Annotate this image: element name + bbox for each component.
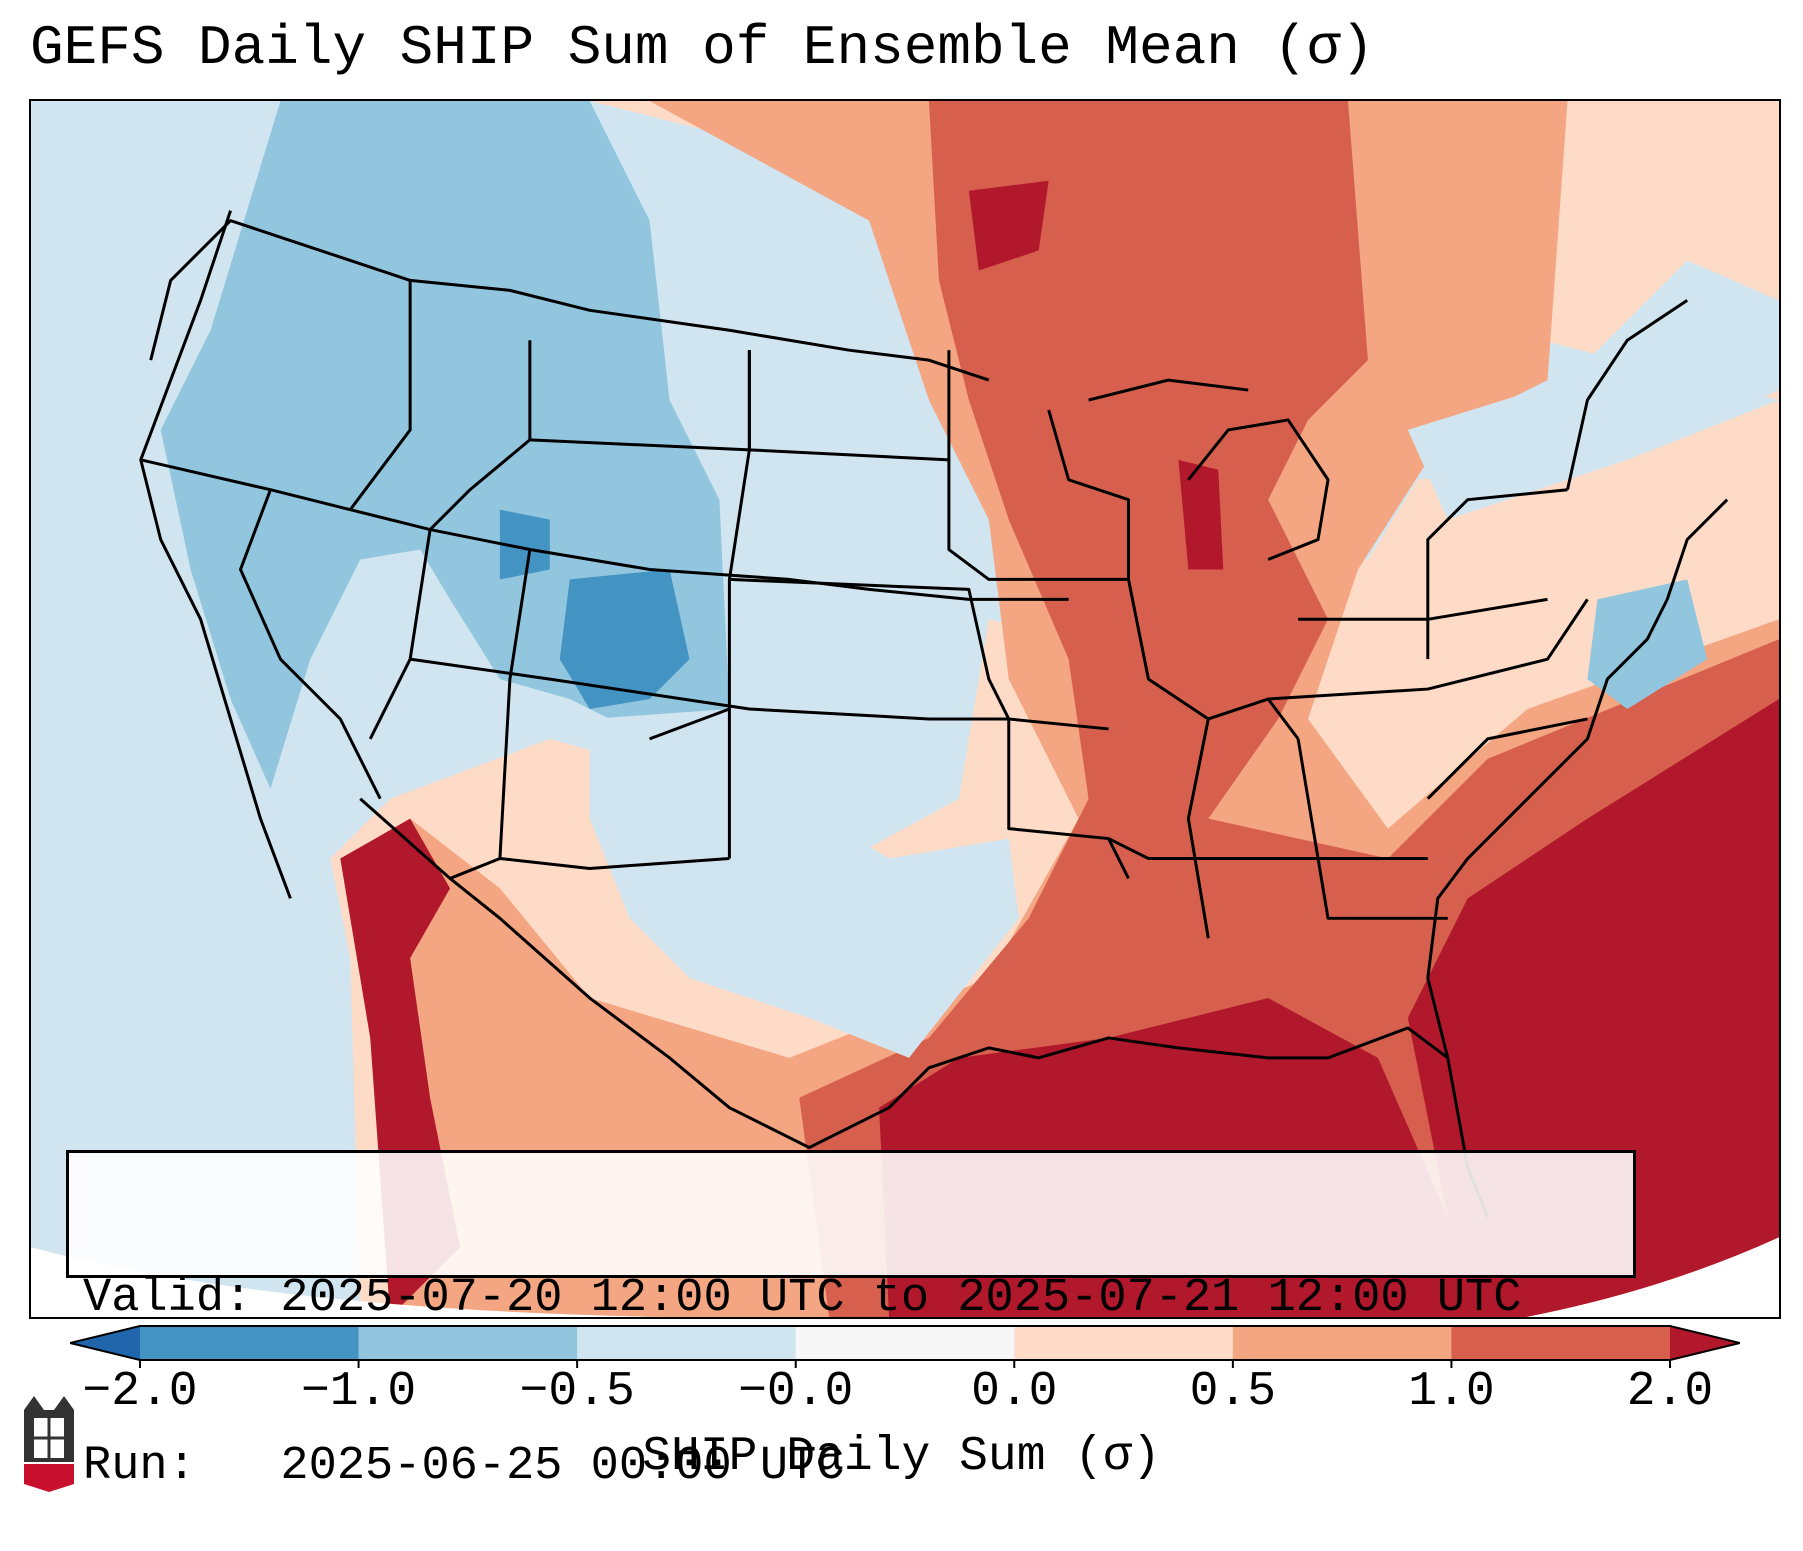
anomaly-region-cool-colorado (559, 569, 690, 709)
colorbar-tick-label: −2.0 (82, 1365, 198, 1419)
colorbar-tick-label: −0.5 (519, 1365, 635, 1419)
colorbar-tick-label: 0.5 (1189, 1365, 1277, 1419)
anomaly-region-cool-atlantic (1587, 579, 1708, 709)
colorbar-tick-label: −0.0 (738, 1365, 854, 1419)
colorbar-bin (1014, 1326, 1234, 1360)
anomaly-region-extreme-north (968, 180, 1049, 271)
colorbar-bin (140, 1326, 360, 1360)
niu-logo-icon (24, 1396, 74, 1492)
colorbar-tick-label: 2.0 (1626, 1365, 1714, 1419)
colorbar (70, 1325, 1740, 1368)
map-title: GEFS Daily SHIP Sum of Ensemble Mean (σ) (30, 16, 1375, 80)
anomaly-region-extreme-midwest (1178, 459, 1224, 570)
state-boundaries (139, 210, 1729, 1218)
colorbar-bin (795, 1326, 1015, 1360)
anomaly-region-cool-utah (499, 509, 550, 580)
run-time-line: Run: 2025-06-25 00:00 UTC (83, 1440, 845, 1493)
colorbar-extend-high (1670, 1326, 1740, 1360)
colorbar-bin (1232, 1326, 1452, 1360)
colorbar-bin (577, 1326, 797, 1360)
colorbar-label: SHIP Daily Sum (σ) (642, 1430, 1161, 1484)
anomaly-region-cool-plains (589, 709, 1019, 1058)
map-panel (29, 99, 1781, 1319)
colorbar-tick-label: 1.0 (1408, 1365, 1495, 1419)
colorbar-extend-low (70, 1326, 140, 1360)
validity-info-box: Valid: 2025-07-20 12:00 UTC to 2025-07-2… (66, 1150, 1636, 1493)
colorbar-bin (358, 1326, 578, 1360)
colorbar-bin (1451, 1326, 1671, 1360)
valid-time-line: Valid: 2025-07-20 12:00 UTC to 2025-07-2… (83, 1272, 1522, 1325)
colorbar-tick-label: −1.0 (300, 1365, 417, 1419)
anomaly-map (31, 101, 1779, 1317)
colorbar-tick-labels: −2.0 −1.0 −0.5 −0.0 0.0 0.5 1.0 2.0 (0, 1365, 1803, 1425)
colorbar-tick-label: 0.0 (971, 1365, 1058, 1419)
